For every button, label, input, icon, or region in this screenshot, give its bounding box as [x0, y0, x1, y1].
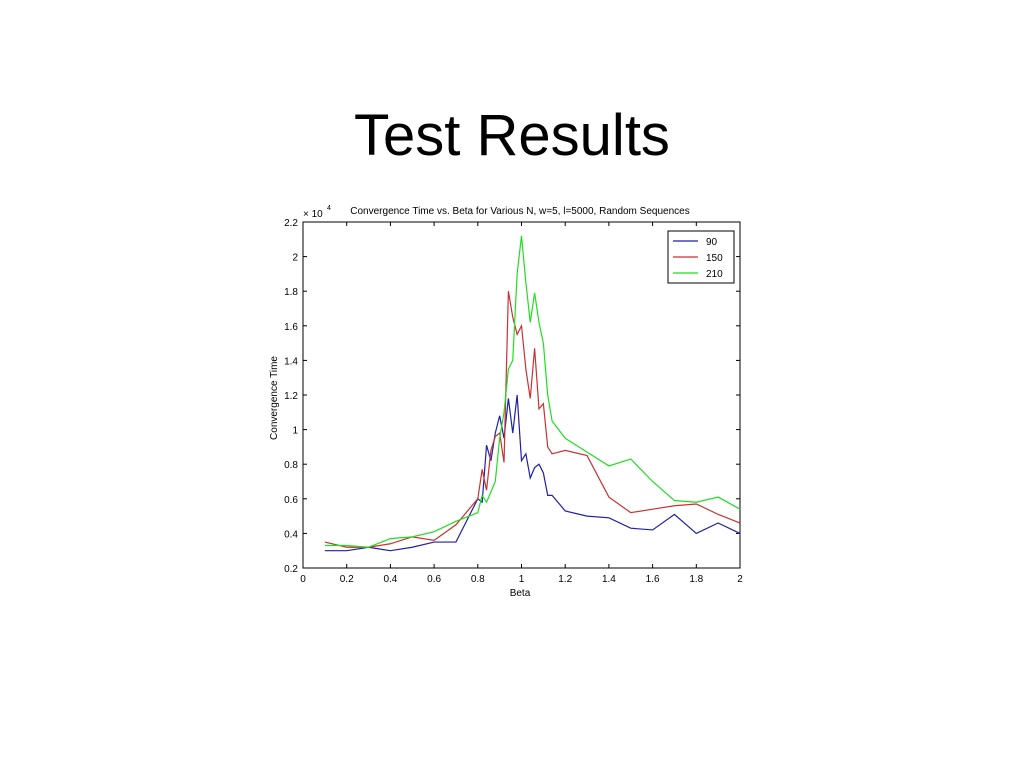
series-line: [324, 394, 741, 552]
y-tick-label: 0.4: [284, 529, 298, 540]
x-axis-label: Beta: [510, 588, 531, 599]
legend-label: 210: [706, 269, 723, 280]
x-tick-label: 0.8: [471, 574, 485, 585]
y-multiplier: × 10: [303, 209, 323, 220]
y-multiplier-power: 4: [327, 205, 331, 212]
legend-label: 90: [706, 237, 718, 248]
y-tick-label: 2: [292, 253, 298, 264]
series-line: [324, 291, 741, 548]
x-tick-label: 1: [519, 574, 525, 585]
x-tick-label: 0: [300, 574, 306, 585]
y-tick-label: 0.2: [284, 564, 298, 575]
x-tick-label: 1.4: [602, 574, 616, 585]
slide-title: Test Results: [354, 103, 670, 168]
series-line: [324, 235, 741, 548]
y-tick-label: 1.2: [284, 391, 298, 402]
y-tick-label: 1.8: [284, 287, 298, 298]
y-tick-label: 1.4: [284, 356, 298, 367]
y-tick-label: 1.6: [284, 322, 298, 333]
y-tick-label: 1: [292, 426, 298, 437]
y-tick-label: 2.2: [284, 218, 298, 229]
x-tick-label: 1.6: [646, 574, 660, 585]
y-axis-label: Convergence Time: [269, 356, 280, 440]
y-tick-label: 0.8: [284, 460, 298, 471]
x-tick-label: 0.6: [427, 574, 441, 585]
y-tick-label: 0.6: [284, 495, 298, 506]
x-tick-label: 0.2: [340, 574, 354, 585]
legend-label: 150: [706, 253, 723, 264]
x-tick-label: 1.8: [689, 574, 703, 585]
x-tick-label: 2: [737, 574, 743, 585]
x-tick-label: 0.4: [383, 574, 397, 585]
chart-title: Convergence Time vs. Beta for Various N,…: [350, 206, 689, 217]
x-tick-label: 1.2: [558, 574, 572, 585]
